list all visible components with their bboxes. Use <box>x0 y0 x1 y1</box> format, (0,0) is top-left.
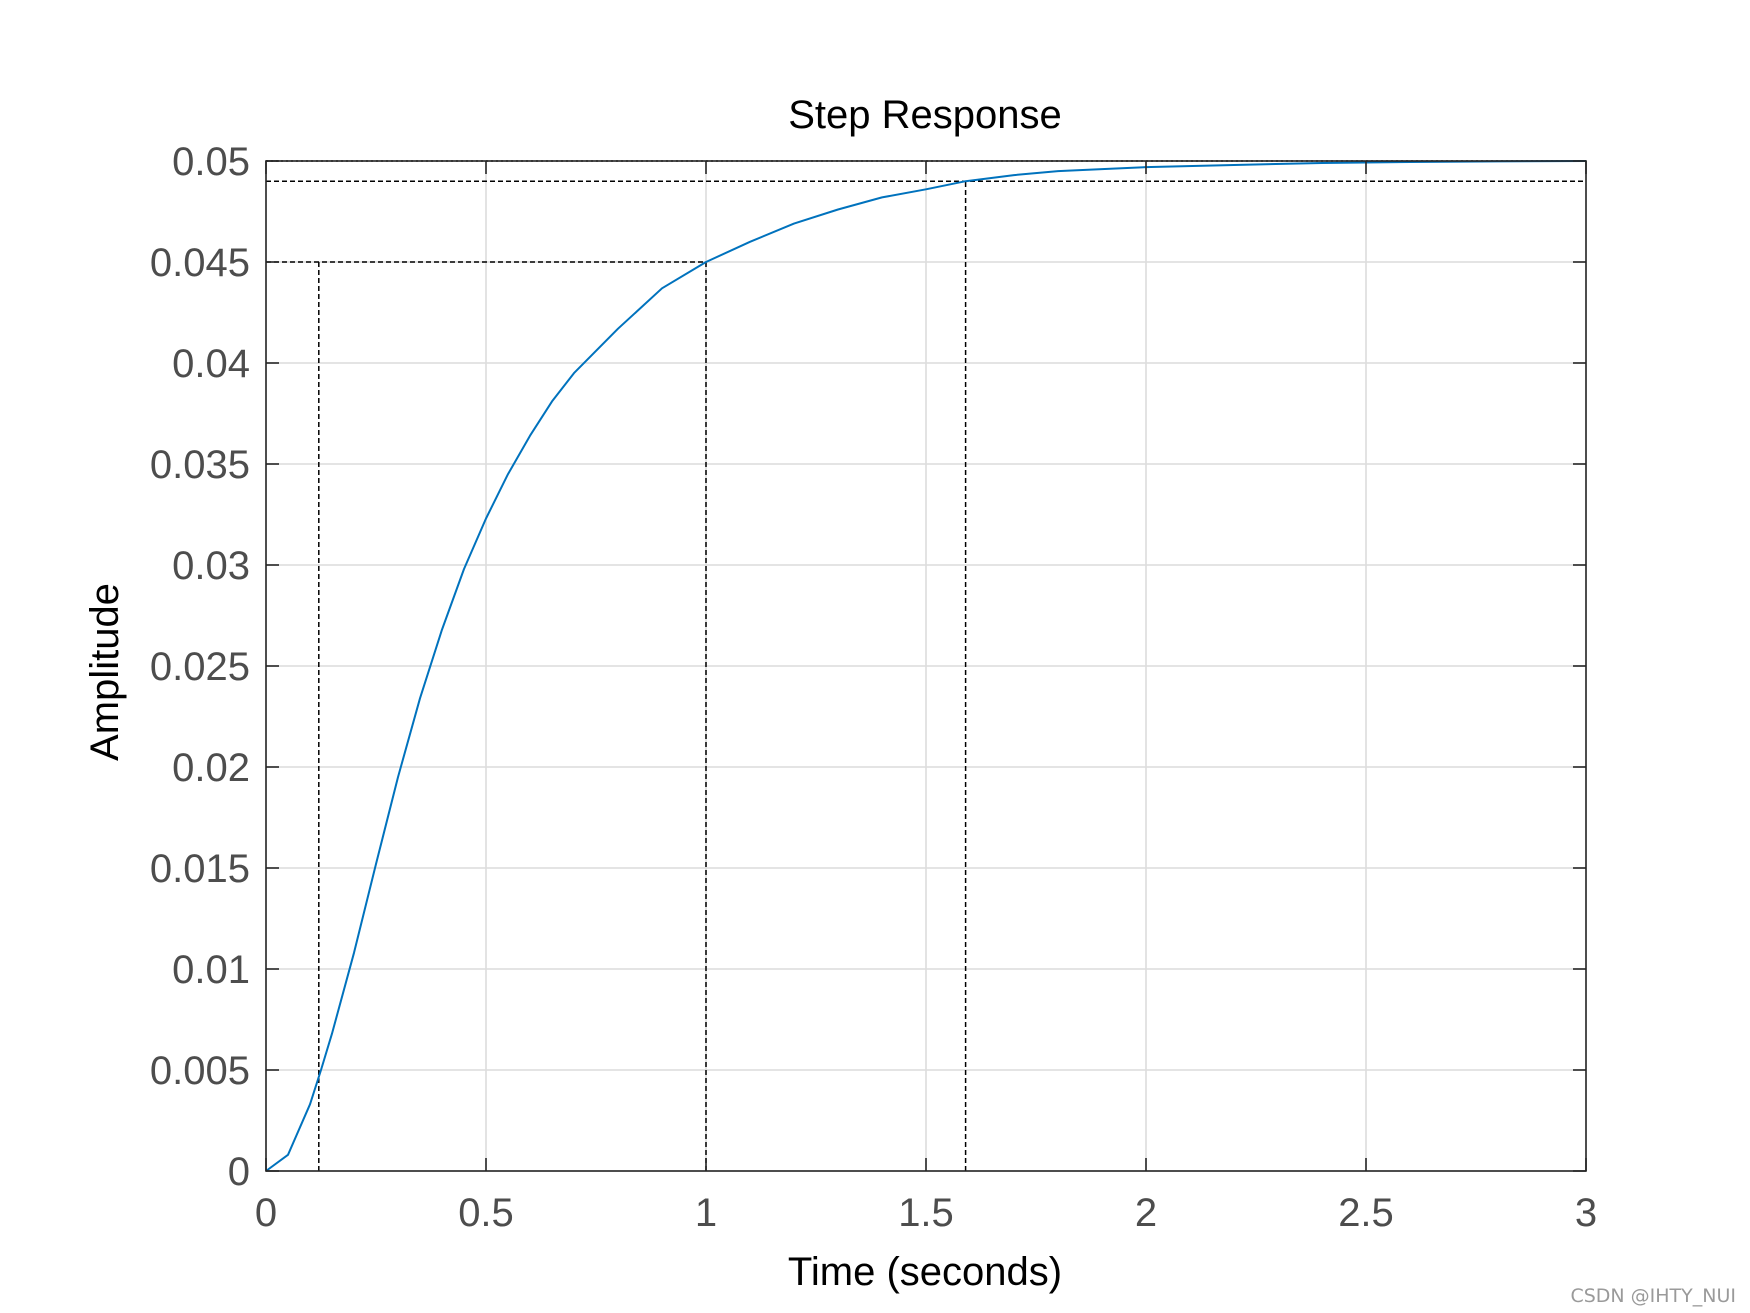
x-tick-label: 1.5 <box>898 1191 954 1235</box>
y-tick-label: 0.035 <box>150 443 250 487</box>
x-tick-label: 0.5 <box>458 1191 514 1235</box>
y-tick-label: 0.015 <box>150 847 250 891</box>
x-tick-label: 0 <box>255 1191 277 1235</box>
response-curve-group <box>265 160 1587 1172</box>
x-tick-label: 1 <box>695 1191 717 1235</box>
response-curve <box>265 160 1587 1172</box>
y-tick-label: 0 <box>228 1150 250 1194</box>
y-tick-label: 0.02 <box>172 746 250 790</box>
chart-title: Step Response <box>788 93 1062 137</box>
x-axis-label: Time (seconds) <box>788 1250 1062 1294</box>
y-tick-label: 0.045 <box>150 241 250 285</box>
y-tick-label: 0.01 <box>172 948 250 992</box>
x-tick-label: 3 <box>1575 1191 1597 1235</box>
y-axis-ticks: 0 0.005 0.01 0.015 0.02 0.025 0.03 0.035 0.04 0.0… <box>150 140 1586 1194</box>
y-tick-label: 0.05 <box>172 140 250 184</box>
y-tick-label: 0.025 <box>150 645 250 689</box>
x-tick-label: 2 <box>1135 1191 1157 1235</box>
x-tick-label: 2.5 <box>1338 1191 1394 1235</box>
x-axis-ticks: 0 0.5 1 1.5 2 2.5 3 <box>255 161 1597 1235</box>
y-tick-label: 0.04 <box>172 342 250 386</box>
y-tick-label: 0.03 <box>172 544 250 588</box>
y-axis-label: Amplitude <box>83 583 127 761</box>
y-tick-label: 0.005 <box>150 1049 250 1093</box>
grid-lines <box>265 160 1587 1172</box>
watermark: CSDN @IHTY_NUI <box>1570 1285 1736 1307</box>
